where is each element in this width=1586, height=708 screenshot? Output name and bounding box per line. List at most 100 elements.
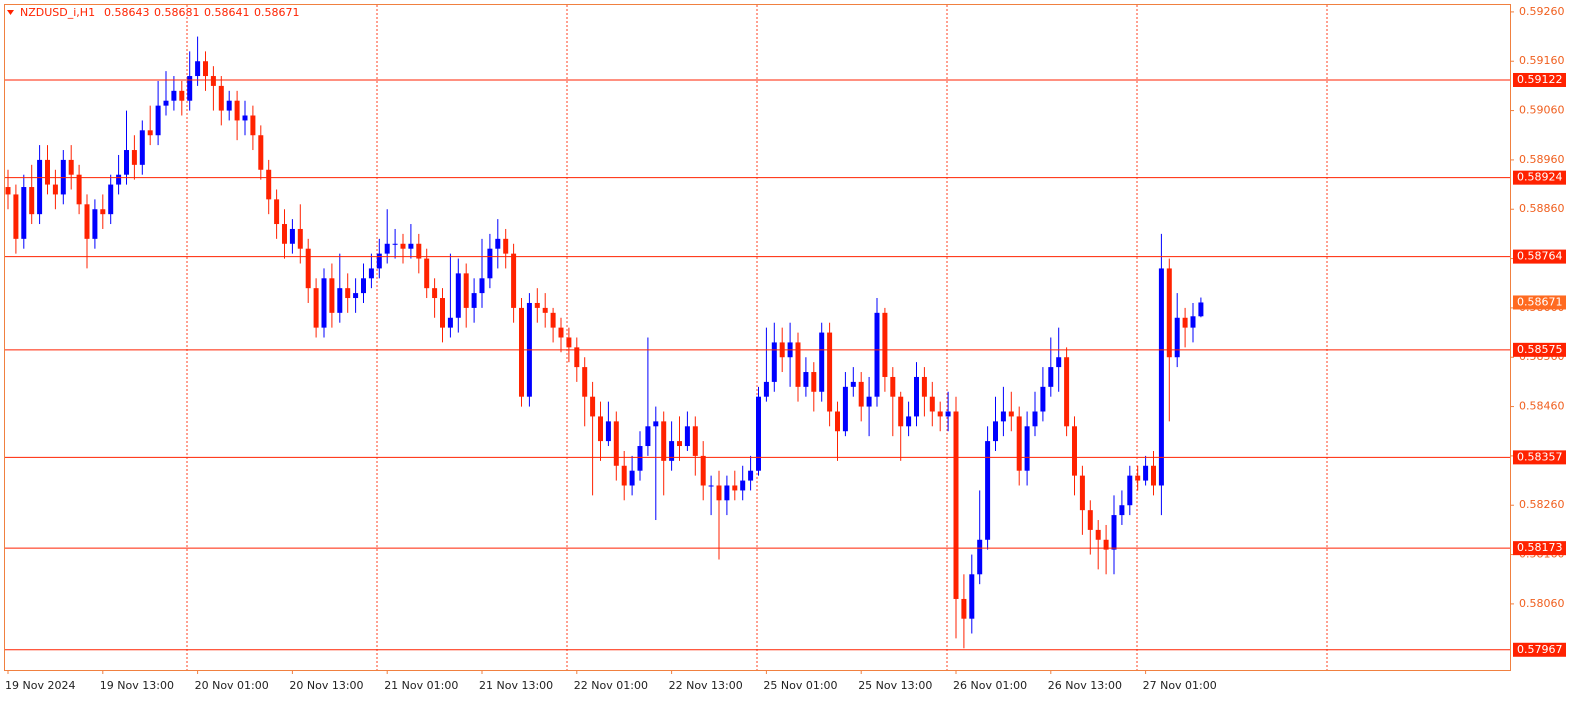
level-label: 0.58575 [1517,343,1563,356]
level-tag [1513,170,1566,185]
candle-body [566,337,572,348]
y-tick-label: 0.59160 [1519,54,1565,67]
level-label: 0.57967 [1517,643,1563,656]
candle-body [1190,316,1196,328]
candle-body [376,253,382,269]
candle-body [234,100,240,121]
candle-body [321,278,327,328]
x-tick-label: 21 Nov 13:00 [479,679,553,692]
candle-body [1095,529,1101,540]
candle-body [993,421,998,442]
candle-body [582,367,588,397]
candle-body [368,268,374,279]
candle-body [961,598,967,619]
candle-body [874,312,880,397]
level-tag [1513,249,1566,264]
level-label: 0.58357 [1517,450,1563,463]
candle-body [384,243,390,254]
candle-body [850,381,856,387]
price-label: 0.58671 [1517,295,1563,308]
candle-body [313,288,319,328]
x-tick-label: 25 Nov 13:00 [858,679,932,692]
candle-body [289,228,295,244]
candle-body [1008,411,1014,417]
candle-body [1000,411,1006,422]
x-tick-label: 20 Nov 01:00 [195,679,269,692]
candle-body [503,238,509,254]
candle-body [684,426,690,447]
y-tick-label: 0.58860 [1519,202,1565,215]
candle-body [203,61,208,77]
candle-body [361,278,366,294]
candle-body [432,288,438,299]
candle-body [463,273,469,308]
candle-body [108,184,114,215]
candle-body [447,317,453,328]
level-tag [1513,642,1566,657]
candle-body [985,441,991,540]
candle-body [605,421,611,442]
candle-body [297,228,303,249]
candle-body [424,258,430,289]
candle-body [763,381,769,397]
candle-body [590,396,596,417]
candle-body [1064,357,1070,427]
candle-body [155,105,161,136]
candle-body [250,115,256,136]
x-tick-label: 21 Nov 01:00 [384,679,458,692]
candle-body [329,278,335,313]
candle-body [258,135,264,170]
candle-body [574,347,580,368]
candle-body [455,273,461,318]
header-close: 0.58671 [254,6,300,19]
candle-body [534,302,540,308]
candle-body [740,480,746,491]
candle-body [827,332,833,412]
candle-body [1119,505,1125,516]
candle-body [677,441,682,447]
candle-body [1135,475,1141,481]
candle-body [1040,386,1046,412]
candle-body [84,204,90,239]
candle-body [969,574,975,619]
candle-body [408,243,414,249]
y-tick-label: 0.58260 [1519,498,1565,511]
candle-body [274,199,280,225]
candle-body [858,381,864,407]
candle-body [139,130,145,165]
candle-body [945,411,951,417]
candle-body [337,288,343,313]
candle-body [811,372,817,392]
header-high: 0.58681 [154,6,200,19]
candle-body [187,76,193,101]
candle-body [748,470,754,481]
y-tick-label: 0.58960 [1519,153,1565,166]
candle-body [882,312,888,377]
x-tick-label: 19 Nov 13:00 [100,679,174,692]
candle-body [645,426,651,447]
y-tick-label: 0.59060 [1519,104,1565,117]
candle-body [613,421,619,466]
candle-body [558,327,564,338]
x-tick-label: 25 Nov 01:00 [763,679,837,692]
candle-body [1056,357,1062,368]
candle-body [479,278,485,294]
candle-body [653,421,659,427]
y-tick-label: 0.58460 [1519,400,1565,413]
candle-body [400,243,406,249]
candle-body [226,100,232,111]
candle-body [116,174,122,185]
header-arrow [7,10,14,15]
level-tag [1513,72,1566,87]
candle-body [866,396,872,407]
x-tick-label: 22 Nov 13:00 [669,679,743,692]
candle-body [669,441,675,461]
candle-body [218,85,224,111]
candle-body [471,293,477,308]
candle-body [771,342,777,382]
candle-body [835,411,840,432]
level-tag [1513,342,1566,357]
candle-body [637,446,643,471]
level-tag [1513,541,1566,556]
